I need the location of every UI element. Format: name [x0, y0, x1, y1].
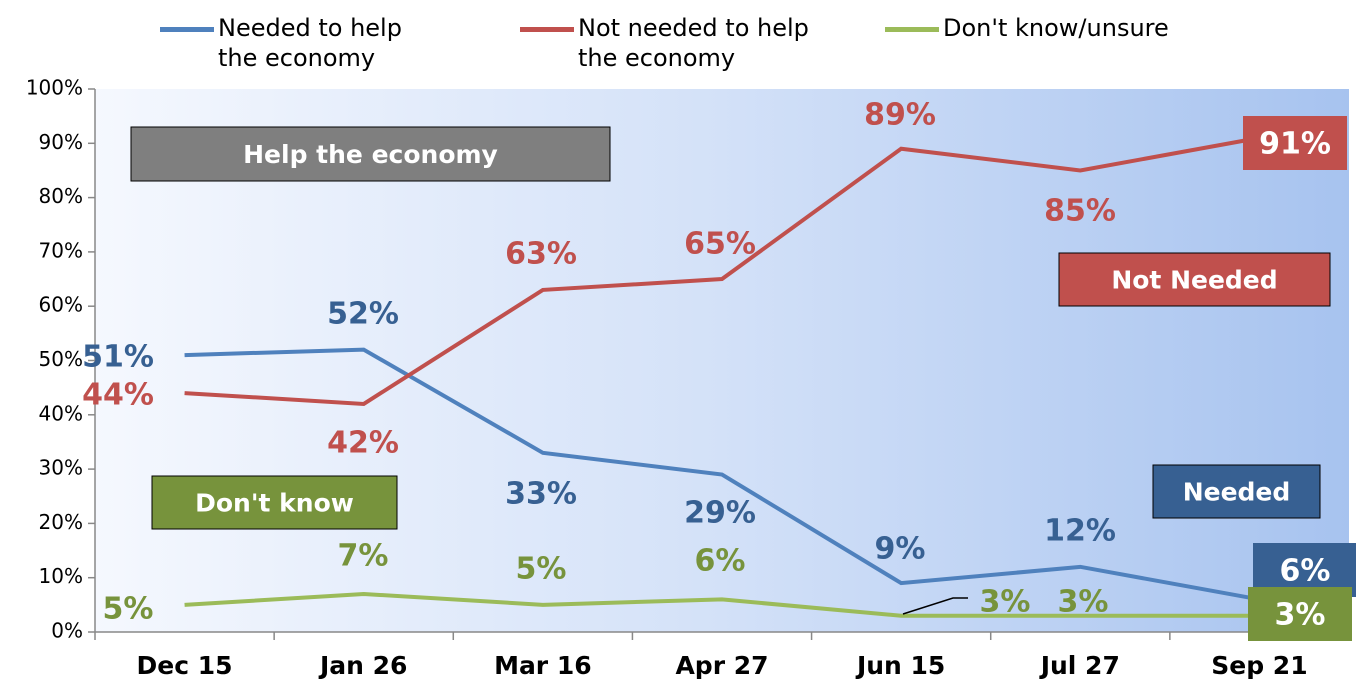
data-label: 51%: [82, 340, 154, 375]
leader-line: [902, 597, 968, 615]
legend-label: Don't know/unsure: [943, 14, 1169, 42]
data-label: 52%: [327, 297, 399, 332]
data-label: 5%: [103, 592, 154, 627]
annotation: Needed: [1183, 478, 1291, 507]
annotation-box: [1058, 252, 1331, 307]
series-line: [184, 135, 1260, 406]
y-tick-label: 80%: [39, 184, 83, 208]
y-tick-label: 20%: [39, 510, 83, 534]
y-tick-label: 40%: [39, 401, 83, 425]
legend-label: Needed to help the economy: [218, 14, 402, 72]
data-label: 9%: [875, 532, 926, 567]
series-line: [184, 347, 1260, 602]
data-label: 7%: [338, 539, 389, 574]
y-tick-label: 90%: [39, 130, 83, 154]
x-tick-label: Jul 27: [1039, 651, 1120, 680]
y-tick-label: 10%: [39, 564, 83, 588]
x-tick-label: Sep 21: [1211, 651, 1307, 680]
data-label: 91%: [1259, 127, 1331, 162]
annotation: Not Needed: [1111, 266, 1277, 295]
data-label: 5%: [516, 552, 567, 587]
data-label: 65%: [684, 227, 756, 262]
data-label-box: [1248, 587, 1352, 641]
y-tick-label: 0%: [51, 619, 83, 643]
annotation: Don't know: [195, 489, 354, 518]
x-tick-label: Jan 26: [318, 651, 407, 680]
data-label: 12%: [1044, 514, 1116, 549]
y-tick-label: 50%: [39, 347, 83, 371]
legend-label: Not needed to help the economy: [578, 14, 809, 72]
x-tick-label: Apr 27: [675, 651, 768, 680]
legend-swatch: [520, 27, 574, 32]
annotation: Help the economy: [243, 140, 498, 169]
annotation-box: [130, 126, 611, 182]
legend-swatch: [885, 27, 939, 32]
data-label: 29%: [684, 496, 756, 531]
y-tick-label: 70%: [39, 238, 83, 262]
data-label: 33%: [505, 477, 577, 512]
x-tick-label: Jun 15: [855, 651, 945, 680]
annotation-box: [1152, 464, 1321, 519]
data-label: 3%: [980, 585, 1031, 620]
y-tick-label: 60%: [39, 293, 83, 317]
data-label: 89%: [864, 98, 936, 133]
annotation-box: [151, 475, 398, 530]
series-line: [184, 591, 1260, 618]
data-label: 3%: [1058, 585, 1109, 620]
x-tick-label: Dec 15: [137, 651, 233, 680]
data-label: 44%: [82, 378, 154, 413]
data-label: 3%: [1275, 598, 1326, 633]
data-label: 42%: [327, 426, 399, 461]
data-label: 6%: [1280, 554, 1331, 589]
y-tick-label: 100%: [26, 76, 83, 100]
y-tick-label: 30%: [39, 456, 83, 480]
data-label: 85%: [1044, 194, 1116, 229]
legend-swatch: [160, 27, 214, 32]
data-label-box: [1243, 116, 1347, 170]
data-label: 63%: [505, 237, 577, 272]
x-tick-label: Mar 16: [494, 651, 592, 680]
data-label: 6%: [695, 544, 746, 579]
